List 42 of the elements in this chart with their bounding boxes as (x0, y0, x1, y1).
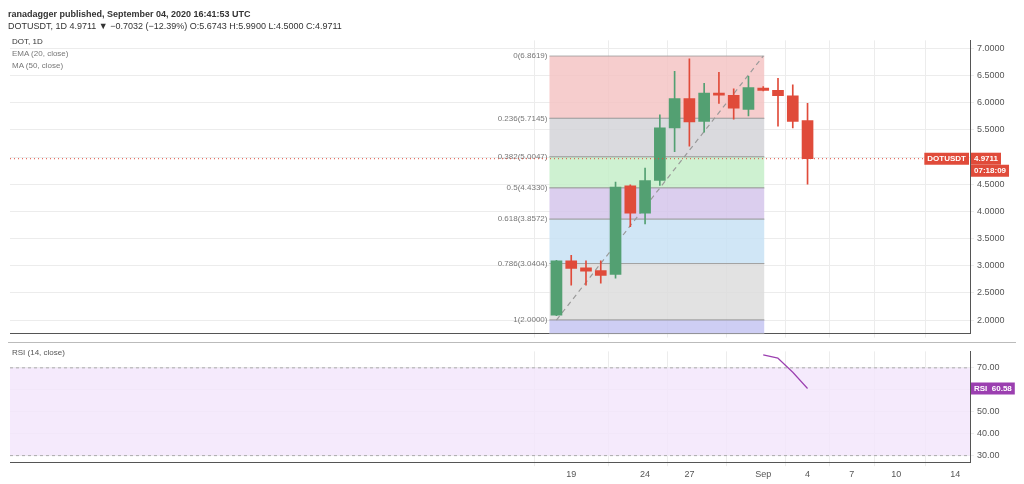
annotation: DOTUSDT (927, 153, 967, 163)
y-tick-label: 50.00 (977, 406, 1000, 417)
y-tick-label: 2.5000 (977, 287, 1005, 298)
x-tick-label: 4 (805, 469, 811, 480)
candlestick (772, 78, 784, 127)
candlestick (565, 255, 578, 286)
annotation: MA (50, close) (12, 60, 65, 72)
y-tick-label: 3.0000 (977, 260, 1005, 271)
x-tick-label: 24 (640, 469, 651, 480)
band-label: 1(2.0000) (513, 315, 548, 325)
x-tick-label: 27 (684, 469, 695, 480)
text: 07:18:09 (974, 165, 1007, 175)
x-tick-label: Sep (755, 469, 772, 480)
y-tick-label: 7.0000 (977, 43, 1005, 54)
chart-subtitle: DOTUSDT, 1D 4.9711 ▼ −0.7032 (−12.39%) O:5.6743 H:5.9900 L:4.5000 C:4.9711 (8, 20, 343, 32)
y-tick-label: 6.5000 (977, 70, 1005, 81)
band-label: 0.5(4.4330) (506, 183, 548, 193)
band-label: 0.382(5.0047) (497, 152, 548, 162)
x-tick-label: 10 (891, 469, 902, 480)
annotation: DOT, 1D (12, 36, 44, 48)
band-label: 0(6.8619) (513, 51, 548, 61)
x-tick-label: 14 (950, 469, 961, 480)
band-label: 0.786(3.0404) (497, 258, 548, 268)
y-tick-label: 4.0000 (977, 205, 1005, 216)
x-tick-label: 19 (566, 469, 577, 480)
y-tick-label: 40.00 (977, 428, 1000, 439)
chart-title: ranadagger published, September 04, 2020 16:41:53 UTC (8, 8, 252, 20)
ref-line-label: 4.9711 (974, 153, 999, 163)
band-label: 0.618(3.8572) (497, 214, 548, 224)
annotation: EMA (20, close) (12, 48, 69, 60)
y-tick-label: 30.00 (977, 450, 1000, 461)
y-tick-label: 4.5000 (977, 178, 1005, 189)
y-tick-label: 6.0000 (977, 97, 1005, 108)
y-tick-label: 3.5000 (977, 233, 1005, 244)
chart-title: RSI (14, close) (12, 347, 65, 359)
y-tick-label: 2.0000 (977, 314, 1005, 325)
y-tick-label: 5.5000 (977, 124, 1005, 135)
y-tick-label: 70.00 (977, 362, 1000, 373)
band-label: 0.236(5.7145) (497, 113, 548, 123)
text: RSI 60.58 (974, 383, 1012, 393)
x-tick-label: 7 (849, 469, 855, 480)
candlestick (713, 72, 725, 104)
